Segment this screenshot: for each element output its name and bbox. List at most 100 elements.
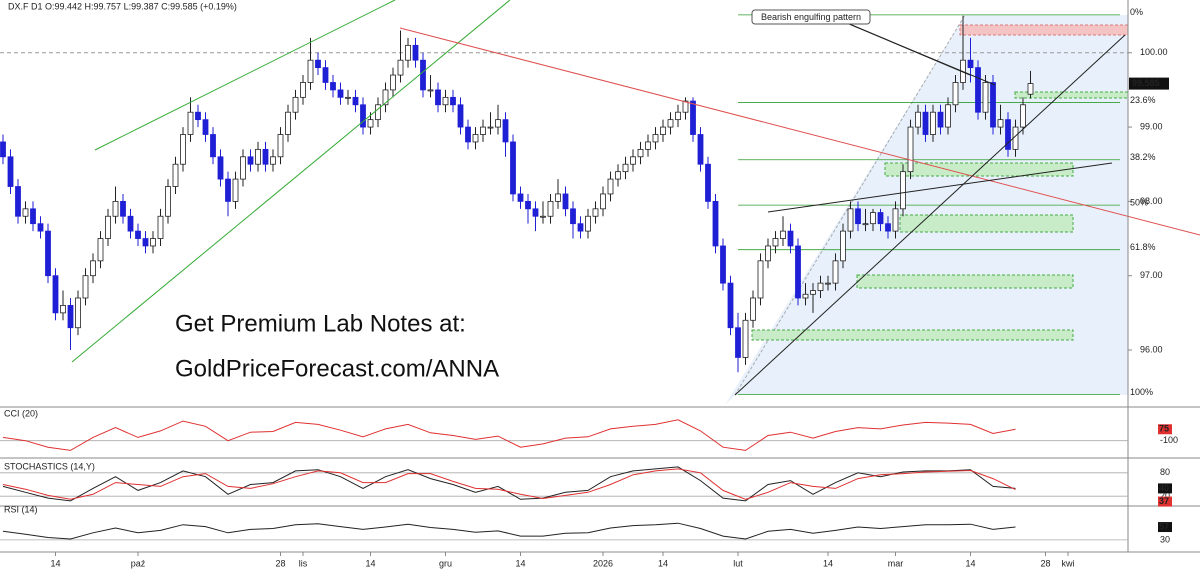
candle-body (675, 111, 681, 121)
annotation-box (751, 9, 871, 25)
candle-body (270, 156, 276, 165)
candle-body (502, 119, 509, 143)
candle-body (682, 100, 689, 113)
candle-body (262, 148, 269, 165)
candle-body (877, 212, 884, 225)
candle-body (457, 104, 464, 128)
candle-body (667, 119, 674, 128)
candle-body (892, 208, 899, 232)
candle-body (60, 305, 66, 314)
candle-body (547, 200, 554, 217)
candle-body (247, 156, 254, 165)
x-tick-label: lis (299, 558, 308, 568)
candle-body (637, 148, 644, 158)
candle-body (592, 208, 599, 217)
candle-body (727, 282, 734, 329)
trend-line (399, 27, 1200, 236)
candle-body (870, 212, 876, 225)
candle-body (315, 59, 321, 69)
candle-body (382, 89, 389, 106)
candle-body (847, 208, 854, 232)
candle-body (540, 215, 546, 218)
last-price-box (1129, 77, 1169, 90)
y-tick-label: -100 (1160, 435, 1178, 445)
last-price-label: 99.585 (1132, 78, 1160, 88)
candle-body (750, 297, 756, 321)
trend-line (734, 34, 1126, 396)
y-tick-label: 100.00 (1140, 47, 1168, 57)
candle-body (37, 223, 44, 232)
indicator-line (2, 468, 1016, 500)
value-box-label: 40 (1159, 483, 1169, 493)
candle-body (660, 126, 666, 135)
value-box (1158, 522, 1172, 533)
value-box (1158, 496, 1172, 507)
candle-body (577, 223, 584, 232)
x-tick-label: 2026 (593, 558, 613, 568)
y-tick-label: 96.00 (1140, 344, 1163, 354)
candle-body (435, 89, 441, 106)
support-zone (751, 329, 1074, 341)
candle-body (525, 200, 531, 210)
fib-label: 38.2% (1130, 152, 1156, 162)
candle-body (945, 104, 951, 128)
candle-body (1027, 83, 1034, 95)
y-tick-label: 98.00 (1140, 196, 1163, 206)
candle-body (300, 82, 306, 98)
candle-body (15, 186, 21, 217)
x-tick-label: 14 (50, 558, 60, 568)
candle-body (322, 67, 329, 83)
trend-channel-line (71, 0, 511, 363)
candle-body (427, 89, 434, 92)
y-tick-label: 99.00 (1140, 121, 1163, 131)
candle-body (1005, 119, 1011, 150)
candle-body (937, 111, 944, 128)
candle-body (157, 215, 164, 239)
candle-body (510, 141, 516, 195)
candle-body (990, 82, 996, 128)
candle-body (915, 111, 921, 128)
candle-body (480, 126, 486, 135)
candle-body (742, 319, 749, 358)
candle-body (862, 223, 869, 226)
candle-body (555, 193, 561, 202)
candle-body (952, 82, 959, 106)
candle-body (367, 119, 374, 128)
candle-body (292, 96, 299, 113)
candle-body (75, 297, 81, 329)
candle-body (720, 245, 726, 284)
panel-title: CCI (20) (4, 408, 38, 418)
candle-body (885, 223, 891, 232)
x-tick-label: paź (131, 558, 146, 568)
candle-body (352, 96, 359, 106)
candle-body (165, 186, 171, 217)
candle-body (67, 305, 74, 329)
candle-body (390, 74, 396, 91)
candle-body (307, 59, 314, 83)
candle-body (780, 230, 786, 239)
candle-body (922, 111, 929, 135)
x-tick-label: 14 (515, 558, 525, 568)
promo-text: GoldPriceForecast.com/ANNA (175, 355, 499, 382)
candle-body (622, 163, 629, 173)
candle-body (772, 238, 779, 247)
candle-body (817, 282, 824, 291)
candle-body (472, 134, 479, 143)
candle-body (345, 96, 351, 99)
candle-body (420, 59, 426, 91)
candle-body (982, 82, 989, 113)
candle-body (495, 119, 501, 128)
promo-text: Get Premium Lab Notes at: (175, 310, 466, 337)
candle-body (487, 126, 494, 129)
panel-title: STOCHASTICS (14,Y) (4, 461, 95, 471)
candle-body (330, 82, 336, 91)
header: DX.F D1 O:99.442 H:99.757 L:99.387 C:99.… (8, 1, 237, 11)
resistance-zone (959, 24, 1129, 36)
indicator-line (2, 466, 1016, 502)
candle-body (405, 44, 411, 61)
candle-body (832, 260, 839, 284)
x-tick-label: 14 (658, 558, 668, 568)
candle-body (465, 126, 471, 143)
candle-body (142, 238, 149, 247)
